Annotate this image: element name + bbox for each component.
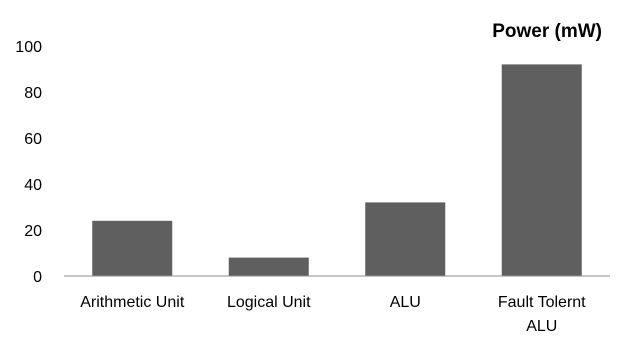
y-tick-label: 0: [33, 269, 42, 286]
y-tick-label: 20: [24, 223, 42, 240]
bar: [92, 220, 173, 276]
y-tick-label: 100: [15, 39, 42, 56]
bar: [365, 202, 446, 276]
chart-title: Power (mW): [492, 21, 602, 42]
y-tick-label: 40: [24, 177, 42, 194]
bar: [501, 64, 582, 277]
y-tick-label: 60: [24, 131, 42, 148]
x-category-label: ALU: [526, 318, 557, 335]
y-axis-tick-labels: 0 20 40 60 80 100: [15, 39, 42, 286]
x-category-label: ALU: [390, 294, 421, 311]
x-axis-category-labels: Arithmetic Unit Logical Unit ALU Fault Tole…: [80, 294, 586, 335]
x-category-label: Logical Unit: [227, 294, 311, 311]
y-tick-label: 80: [24, 85, 42, 102]
x-category-label: Fault Tolernt: [498, 294, 586, 311]
bars-group: [92, 64, 582, 277]
x-category-label: Arithmetic Unit: [80, 294, 185, 311]
bar: [228, 257, 309, 276]
